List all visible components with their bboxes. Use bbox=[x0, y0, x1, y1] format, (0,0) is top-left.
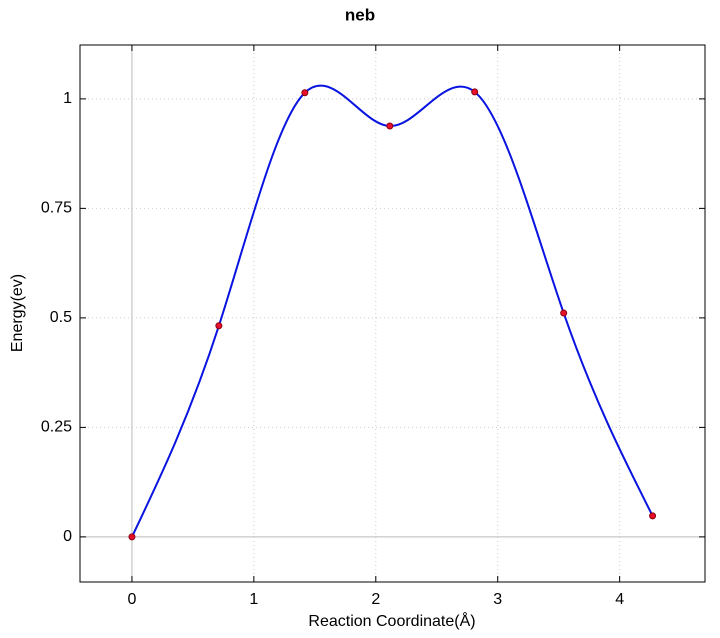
chart-title: neb bbox=[345, 5, 375, 24]
y-tick-label: 0.75 bbox=[41, 200, 72, 217]
plot-frame bbox=[79, 44, 706, 583]
x-axis-label: Reaction Coordinate(Å) bbox=[308, 611, 475, 630]
data-point bbox=[386, 122, 394, 130]
data-point bbox=[560, 309, 568, 317]
data-point bbox=[649, 512, 657, 520]
x-tick-label: 4 bbox=[615, 591, 624, 608]
x-tick-label: 3 bbox=[493, 591, 502, 608]
y-tick-label: 0.25 bbox=[41, 419, 72, 436]
y-tick-label: 1 bbox=[63, 90, 72, 107]
y-tick-label: 0.5 bbox=[50, 309, 72, 326]
x-tick-label: 1 bbox=[249, 591, 258, 608]
data-point bbox=[128, 533, 136, 541]
x-tick-label: 2 bbox=[371, 591, 380, 608]
data-point bbox=[301, 89, 309, 97]
y-tick-label: 0 bbox=[63, 528, 72, 545]
y-axis-label: Energy(ev) bbox=[9, 274, 26, 352]
x-tick-label: 0 bbox=[127, 591, 136, 608]
data-point bbox=[215, 322, 223, 330]
data-point bbox=[471, 88, 479, 96]
